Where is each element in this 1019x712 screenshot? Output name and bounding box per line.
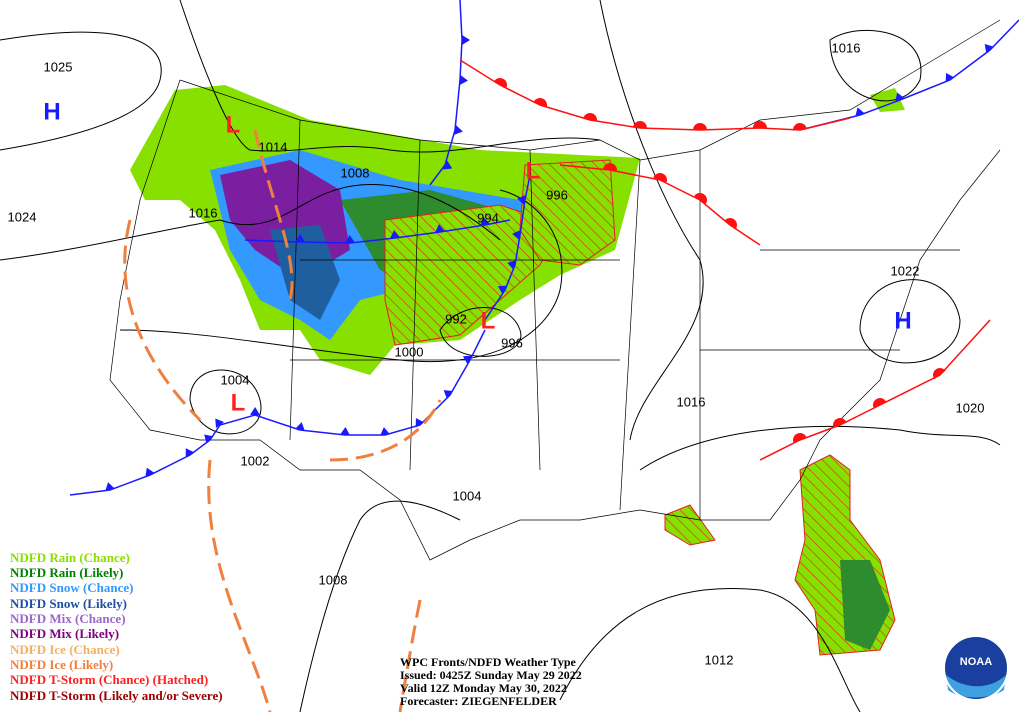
borders	[109, 19, 1001, 561]
isobar-label: 1008	[319, 572, 348, 587]
legend-entry: NDFD Snow (Chance)	[10, 580, 134, 595]
isobar-label: 1016	[832, 40, 861, 55]
legend-entry: NDFD Ice (Likely)	[10, 657, 113, 672]
logo-text: NOAA	[960, 656, 992, 668]
legend-entry: NDFD Rain (Chance)	[10, 550, 130, 565]
low-center: L	[231, 389, 246, 416]
low-center: L	[526, 157, 541, 184]
isobar-label: 1002	[241, 453, 270, 468]
isobar-label: 1016	[677, 394, 706, 409]
caption-line: Valid 12Z Monday May 30, 2022	[400, 681, 567, 695]
caption-line: Forecaster: ZIEGENFELDER	[400, 694, 557, 708]
high-center: H	[894, 307, 911, 334]
isobar-label: 1022	[891, 263, 920, 278]
isobar-label: 1020	[956, 400, 985, 415]
legend-entry: NDFD Snow (Likely)	[10, 596, 127, 611]
isobar-label: 1004	[221, 372, 250, 387]
isobar-label: 1016	[189, 205, 218, 220]
isobar-label: 1012	[705, 652, 734, 667]
fronts	[69, 0, 1019, 712]
high-center: H	[43, 98, 60, 125]
isobar-label: 1024	[8, 209, 37, 224]
isobar-label: 996	[501, 335, 523, 350]
pressure-labels: 1025 1024 1016 1014 1008 994 996 992 996…	[8, 40, 985, 667]
isobar-label: 1000	[395, 344, 424, 359]
legend-entry: NDFD T-Storm (Likely and/or Severe)	[10, 688, 223, 703]
isobar-label: 994	[477, 210, 499, 225]
legend: NDFD Rain (Chance) NDFD Rain (Likely) ND…	[10, 550, 223, 703]
isobar-label: 1004	[453, 488, 482, 503]
caption-line: Issued: 0425Z Sunday May 29 2022	[400, 668, 582, 682]
isobar-label: 1025	[44, 59, 73, 74]
isobar-label: 1008	[341, 165, 370, 180]
legend-entry: NDFD T-Storm (Chance) (Hatched)	[10, 672, 208, 687]
isobar-label: 992	[445, 311, 467, 326]
precip-areas	[130, 85, 905, 656]
low-center: L	[226, 111, 241, 138]
legend-entry: NDFD Mix (Chance)	[10, 611, 126, 626]
isobar-label: 1014	[259, 139, 288, 154]
legend-entry: NDFD Ice (Chance)	[10, 642, 120, 657]
legend-entry: NDFD Mix (Likely)	[10, 626, 119, 641]
caption: WPC Fronts/NDFD Weather Type Issued: 042…	[400, 655, 582, 708]
noaa-logo: NOAA	[943, 635, 1009, 701]
pressure-centers: H H L L L L	[43, 98, 911, 416]
legend-entry: NDFD Rain (Likely)	[10, 565, 123, 580]
low-center: L	[481, 307, 496, 334]
isobar-label: 996	[546, 187, 568, 202]
caption-line: WPC Fronts/NDFD Weather Type	[400, 655, 577, 669]
